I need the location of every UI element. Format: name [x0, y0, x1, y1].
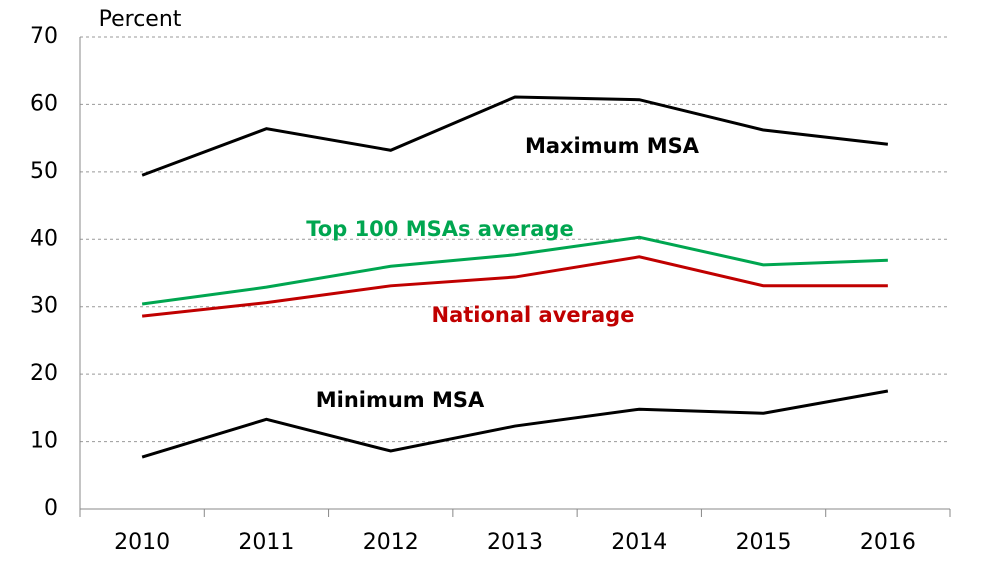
x-tick-label: 2012 [363, 530, 419, 555]
series-label: Maximum MSA [525, 134, 700, 158]
x-tick-label: 2013 [487, 530, 543, 555]
series-line [141, 95, 889, 177]
y-tick-label: 10 [30, 429, 58, 454]
series-line [141, 389, 889, 459]
series-line [141, 235, 888, 306]
x-tick-label: 2016 [860, 530, 916, 555]
series-label: Minimum MSA [316, 388, 485, 412]
y-tick-label: 30 [30, 294, 58, 319]
x-tick-label: 2010 [114, 530, 170, 555]
series-label: Top 100 MSAs average [306, 217, 573, 241]
y-tick-label: 70 [30, 24, 58, 49]
y-axis-label: Percent [99, 7, 182, 32]
y-tick-label: 0 [44, 496, 58, 521]
y-tick-label: 40 [30, 226, 58, 251]
x-tick-label: 2014 [611, 530, 667, 555]
series-label: National average [432, 303, 635, 327]
y-tick-label: 60 [30, 91, 58, 116]
x-tick-label: 2011 [238, 530, 294, 555]
y-tick-label: 50 [30, 159, 58, 184]
series-line [141, 255, 888, 318]
y-tick-label: 20 [30, 361, 58, 386]
x-tick-label: 2015 [736, 530, 792, 555]
